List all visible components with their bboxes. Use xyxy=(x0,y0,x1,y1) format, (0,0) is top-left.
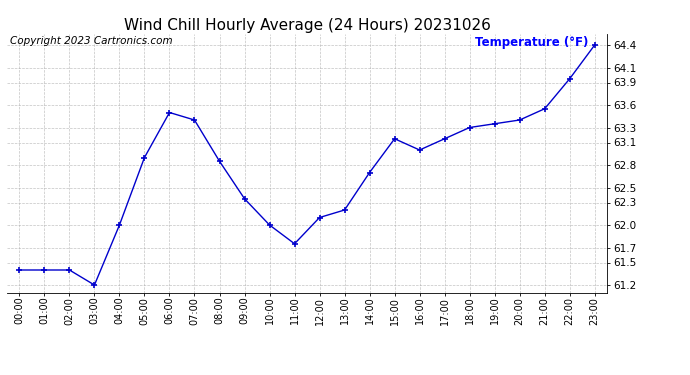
Text: Copyright 2023 Cartronics.com: Copyright 2023 Cartronics.com xyxy=(10,36,172,46)
Text: Temperature (°F): Temperature (°F) xyxy=(475,36,589,50)
Title: Wind Chill Hourly Average (24 Hours) 20231026: Wind Chill Hourly Average (24 Hours) 202… xyxy=(124,18,491,33)
